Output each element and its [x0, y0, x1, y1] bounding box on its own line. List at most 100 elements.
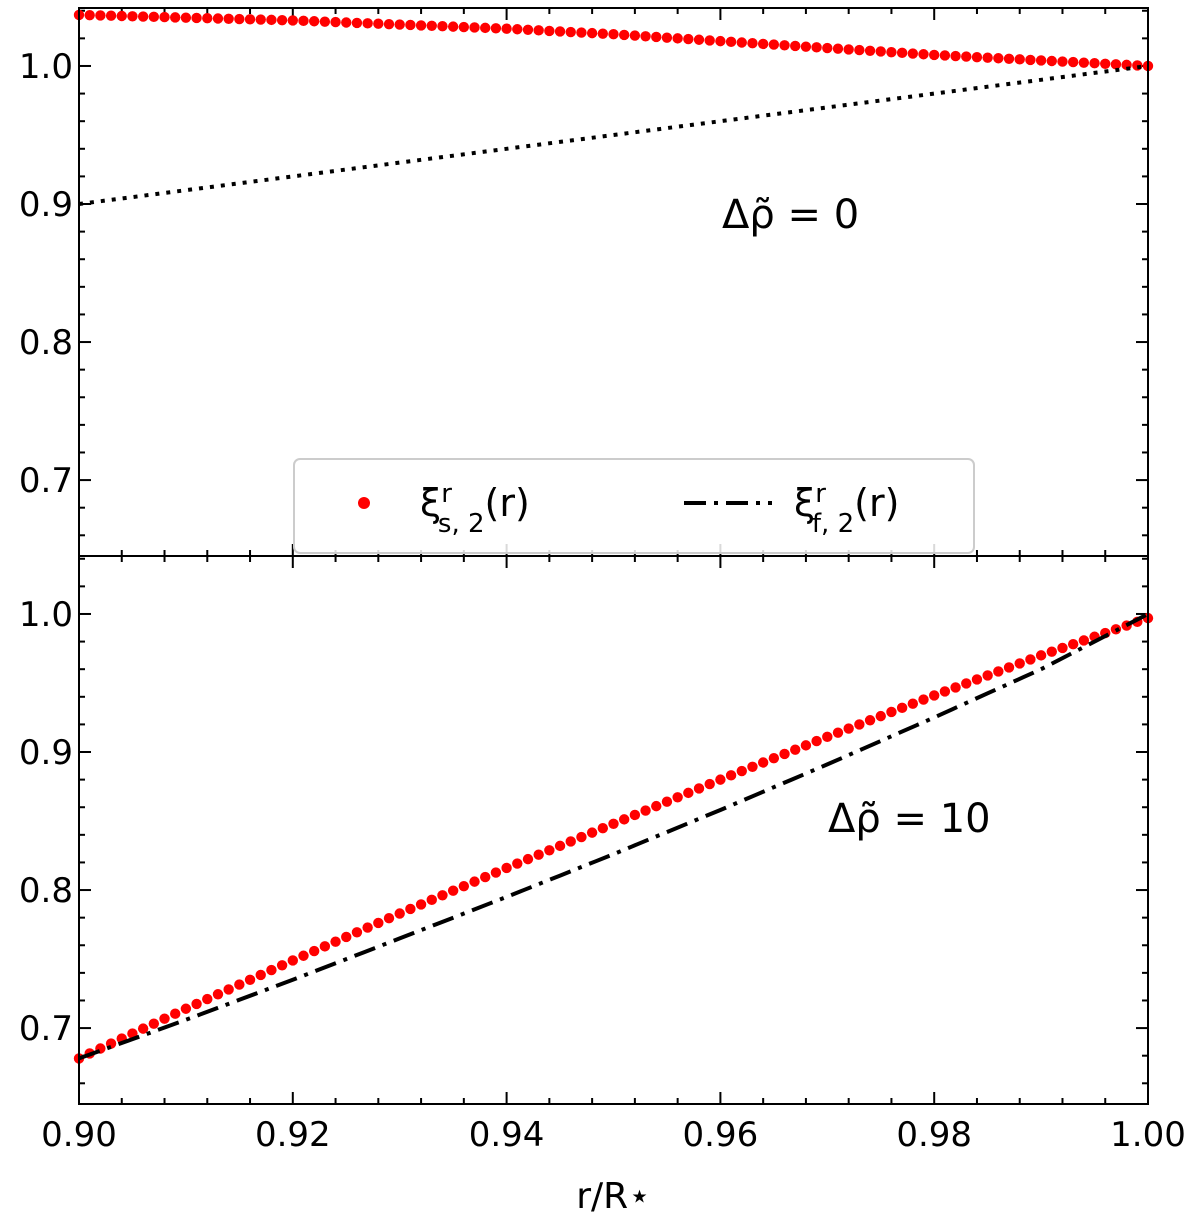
data-point: [907, 48, 919, 59]
data-point: [308, 16, 320, 27]
legend-marker: [358, 497, 370, 509]
data-point: [533, 25, 544, 36]
data-point: [929, 690, 940, 701]
data-point: [790, 744, 801, 755]
bottom-panel: 0.7 0.8 0.9 1.0 0.90 0.92 0.94 0.96 0.98 1.00 Δρ…: [19, 555, 1186, 1217]
data-point: [982, 670, 993, 681]
data-point: [586, 27, 598, 39]
data-point: [683, 787, 694, 799]
data-point: [1078, 57, 1090, 68]
data-point: [725, 770, 737, 781]
data-point: [875, 46, 886, 57]
data-point: [640, 31, 651, 42]
data-point: [747, 761, 758, 772]
data-point: [1014, 658, 1025, 669]
data-point: [544, 25, 555, 37]
data-point: [661, 32, 673, 43]
data-point: [918, 49, 929, 60]
data-point: [437, 890, 448, 901]
data-point: [330, 936, 341, 947]
data-point: [266, 14, 277, 26]
data-point: [790, 40, 801, 52]
data-point: [501, 23, 512, 34]
data-point: [886, 706, 897, 718]
data-point: [822, 731, 833, 743]
data-point: [971, 51, 983, 63]
data-point: [640, 805, 651, 816]
x-tick-label: 0.90: [41, 1115, 117, 1155]
y-tick-label: 0.7: [19, 1009, 73, 1049]
data-point: [779, 748, 790, 760]
data-point: [918, 694, 929, 705]
data-point: [276, 14, 288, 26]
data-point: [394, 19, 405, 30]
data-point: [629, 30, 641, 41]
data-point: [159, 1013, 170, 1024]
data-point: [351, 17, 363, 29]
x-tick-label: 0.96: [683, 1115, 759, 1155]
data-point: [950, 50, 961, 62]
data-point: [394, 908, 405, 919]
legend-label: ξr f, 2(r): [794, 479, 899, 539]
data-point: [544, 845, 555, 856]
data-point: [651, 31, 662, 43]
data-point: [512, 858, 523, 869]
data-point: [896, 47, 908, 59]
top-panel-annotation: Δρ̃ = 0: [722, 192, 859, 238]
data-point: [618, 29, 630, 41]
data-point: [629, 809, 641, 821]
data-point: [148, 11, 160, 23]
data-point: [308, 945, 320, 957]
data-point: [1035, 55, 1047, 66]
data-point: [651, 800, 662, 812]
x-tick-label: 0.92: [255, 1115, 331, 1155]
data-point: [554, 26, 566, 37]
data-point: [373, 917, 384, 929]
data-point: [501, 862, 512, 874]
data-point: [586, 827, 598, 838]
data-point: [993, 666, 1004, 677]
data-point: [362, 922, 373, 933]
data-point: [533, 849, 544, 860]
data-point: [886, 46, 897, 58]
data-point: [854, 44, 865, 56]
data-point: [1089, 58, 1100, 69]
legend-items: ξr s, 2(r) ξr f, 2(r): [358, 479, 899, 539]
data-point: [255, 969, 266, 981]
legend-box: [293, 458, 975, 554]
data-point: [1046, 646, 1057, 657]
data-point: [554, 840, 566, 852]
data-point: [490, 23, 502, 34]
data-point: [715, 35, 726, 47]
data-point: [244, 974, 256, 985]
data-point: [565, 836, 576, 847]
data-point: [234, 979, 245, 990]
data-point: [159, 11, 170, 23]
data-point: [255, 14, 266, 25]
data-point: [405, 19, 416, 31]
data-point: [458, 21, 470, 33]
data-point: [458, 880, 470, 892]
x-tick-label: 1.00: [1110, 1115, 1186, 1155]
data-point: [1003, 53, 1015, 64]
data-point: [747, 37, 758, 49]
data-point: [757, 757, 769, 768]
data-point: [597, 28, 609, 39]
top-panel-series: [73, 9, 1154, 206]
data-point: [683, 33, 694, 45]
data-point: [661, 796, 673, 807]
data-point: [180, 12, 192, 23]
data-point: [1100, 58, 1111, 69]
x-axis-label: r/R⋆: [576, 1176, 650, 1217]
y-tick-label: 1.0: [19, 595, 73, 635]
data-point: [319, 941, 331, 952]
data-point: [330, 16, 341, 28]
data-point: [191, 998, 202, 1010]
data-point: [1035, 650, 1047, 661]
data-point: [298, 15, 309, 27]
data-point: [565, 26, 576, 38]
data-point: [234, 13, 245, 25]
data-point: [522, 24, 534, 36]
data-point: [715, 774, 726, 785]
